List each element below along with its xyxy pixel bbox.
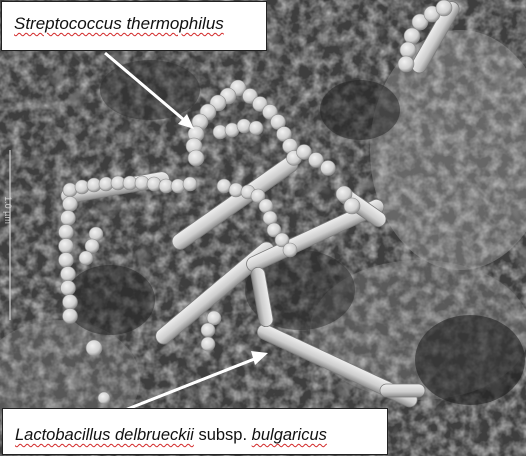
scale-bar-label: 1.0 µm <box>2 196 13 224</box>
streptococcus-label: Streptococcus thermophilus <box>1 1 267 51</box>
lactobacillus-species-text: Lactobacillus delbrueckii <box>15 426 194 444</box>
streptococcus-label-text: Streptococcus thermophilus <box>14 14 224 33</box>
subsp-text: subsp. <box>198 426 248 444</box>
arrow-to-lactobacillus <box>119 351 268 414</box>
streptococcus-chains <box>58 0 453 405</box>
arrow-to-streptococcus <box>104 51 194 129</box>
lactobacillus-label: Lactobacillus delbrueckii subsp. bulgari… <box>2 408 388 455</box>
subspecies-text: bulgaricus <box>251 426 327 444</box>
